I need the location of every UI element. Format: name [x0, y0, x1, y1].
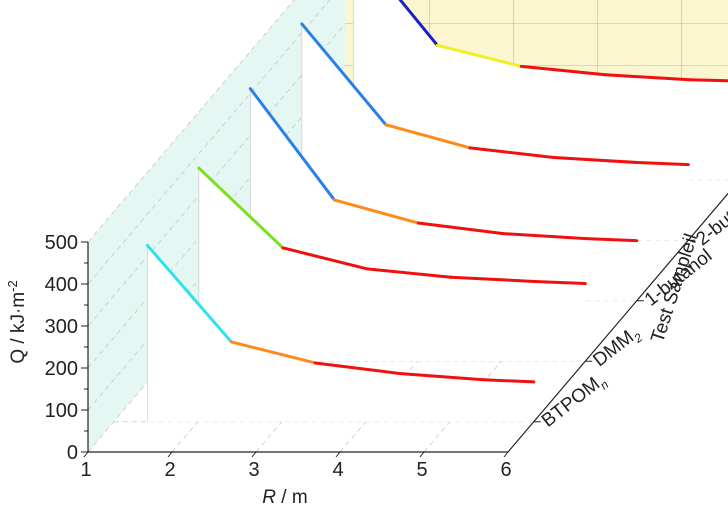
- series-segment: [636, 161, 690, 167]
- wall-grid-line: [87, 0, 295, 243]
- ribbon-fill: [301, 24, 689, 241]
- x-axis-title: R / m: [262, 487, 307, 508]
- category-label: DMM2: [589, 322, 645, 373]
- series-segment: [584, 237, 639, 243]
- x-axis-var: R: [262, 487, 276, 508]
- wall-grid-line: [87, 0, 331, 285]
- x-tick: [83, 451, 89, 458]
- x-tick: [251, 451, 257, 458]
- series-ribbon: [352, 0, 728, 180]
- category-label: BTPOMn: [538, 369, 612, 434]
- y-tick-label: 500: [45, 232, 78, 254]
- series-segment: [397, 371, 485, 382]
- series-segment: [281, 246, 369, 271]
- series-segment: [313, 361, 401, 375]
- series-segment: [449, 275, 537, 283]
- y-axis-title: Q / kJ·m-2: [5, 280, 29, 363]
- y-tick-label: 400: [45, 274, 78, 296]
- series-segment: [481, 378, 536, 384]
- series-segment: [384, 123, 472, 150]
- series-ribbon: [197, 166, 587, 362]
- x-tick-label: 1: [80, 459, 91, 481]
- series-segment: [533, 279, 587, 286]
- x-axis-unit: / m: [276, 487, 308, 508]
- series-ribbon: [145, 243, 536, 422]
- series-segment: [519, 64, 607, 77]
- x-tick: [419, 451, 425, 458]
- series-segment: [229, 340, 317, 365]
- category-label-text: DMM: [589, 327, 638, 371]
- series-segment: [687, 78, 728, 83]
- chart-axes: [81, 192, 728, 458]
- series-segment: [332, 198, 420, 225]
- series-segment: [145, 243, 233, 344]
- series-segment: [435, 43, 523, 68]
- y-tick-label: 300: [45, 316, 78, 338]
- series-segment: [552, 156, 640, 165]
- x-tick-label: 5: [416, 459, 427, 481]
- y-axis-label: Q / kJ·m: [8, 292, 29, 364]
- wall-grid-line: [87, 23, 346, 327]
- ribbon-fill: [353, 0, 728, 180]
- x-tick: [335, 451, 341, 458]
- x-tick-label: 4: [332, 459, 343, 481]
- series-segment: [468, 146, 556, 160]
- x-tick-label: 6: [500, 459, 511, 481]
- series-segment: [500, 232, 588, 241]
- x-tick: [167, 451, 173, 458]
- tick-labels: 1 2 3 4 5 6 0 100 200 300 400 500: [45, 232, 512, 481]
- x-tick-label: 2: [164, 459, 175, 481]
- category-label-text: BTPOM: [538, 374, 604, 432]
- series-segment: [603, 73, 691, 82]
- y-tick-label: 100: [45, 400, 78, 422]
- series-segment: [398, 0, 439, 47]
- ribbon-fill: [198, 168, 586, 362]
- ribbon-fill: [250, 88, 637, 301]
- series-segment: [365, 267, 453, 279]
- series-segment: [416, 221, 504, 236]
- y-tick-label: 200: [45, 358, 78, 380]
- series-ribbon: [300, 22, 690, 241]
- y-axis-unit-exponent: -2: [5, 280, 20, 292]
- series-segment: [197, 166, 285, 250]
- x-tick-label: 3: [248, 459, 259, 481]
- x-tick: [503, 451, 509, 458]
- y-tick-label: 0: [67, 442, 78, 464]
- series-segment: [300, 22, 388, 127]
- series-ribbons: [145, 0, 728, 422]
- series-segment: [248, 87, 336, 202]
